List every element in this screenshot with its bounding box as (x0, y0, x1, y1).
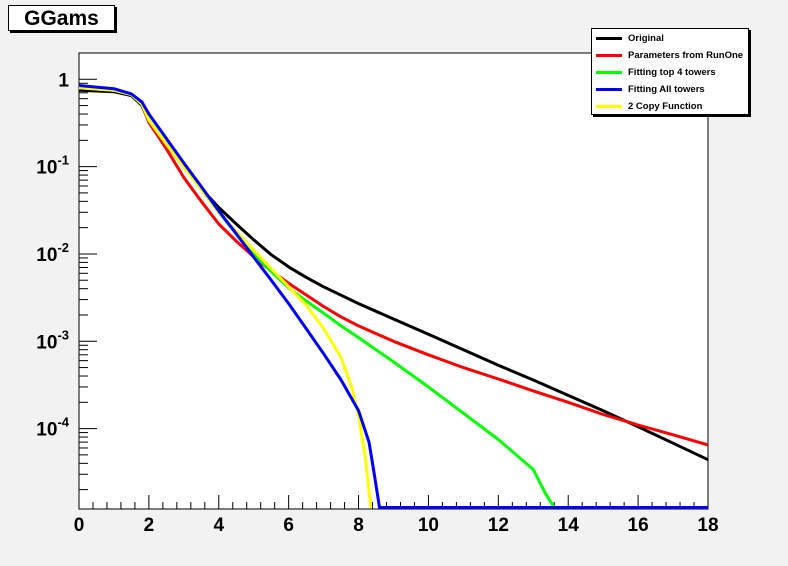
x-tick-label: 10 (418, 515, 439, 536)
series-line-parameters-from-runone (78, 86, 709, 447)
x-tick-label: 4 (213, 515, 224, 536)
x-tick-label: 2 (144, 515, 155, 536)
y-tick-label: 1 (58, 70, 69, 91)
legend-swatch (596, 104, 622, 108)
legend-label: Fitting All towers (628, 83, 705, 95)
legend-label: 2 Copy Function (628, 100, 703, 112)
y-tick-label: 10-4 (36, 415, 69, 441)
y-tick-label: 10-1 (36, 153, 69, 179)
x-tick-label: 12 (488, 515, 509, 536)
x-tick-label: 6 (283, 515, 294, 536)
y-tick-label: 10-3 (36, 327, 69, 353)
legend-label: Parameters from RunOne (628, 49, 744, 61)
x-tick-label: 0 (74, 515, 85, 536)
chart-title: GGams (8, 5, 115, 31)
legend-entry: Fitting All towers (596, 81, 705, 97)
legend-entry: 2 Copy Function (596, 98, 702, 114)
legend-swatch (596, 87, 622, 91)
legend-swatch (596, 70, 622, 74)
series-line-fitting-all-towers (78, 84, 708, 509)
x-tick-label: 14 (558, 515, 580, 536)
legend-swatch (596, 53, 622, 57)
legend-entry: Fitting top 4 towers (596, 64, 716, 80)
plot-frame (78, 52, 709, 510)
legend-label: Fitting top 4 towers (628, 66, 716, 78)
legend-label: Original (628, 32, 664, 44)
legend-entry: Parameters from RunOne (596, 47, 743, 63)
legend-entry: Original (596, 30, 664, 46)
x-tick-label: 8 (353, 515, 364, 536)
legend: Original Parameters from RunOne Fitting to… (591, 28, 749, 115)
legend-swatch (596, 36, 622, 40)
y-tick-label: 10-2 (36, 240, 69, 266)
x-tick-label: 16 (628, 515, 649, 536)
x-tick-label: 18 (697, 515, 718, 536)
